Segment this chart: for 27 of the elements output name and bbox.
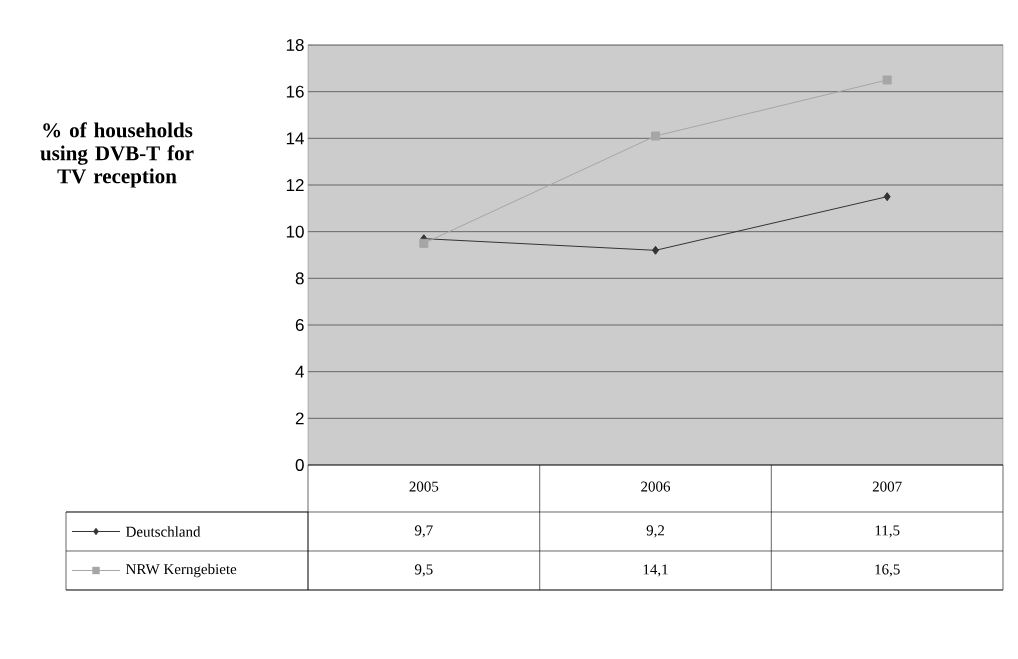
x-tick-label: 2007	[872, 481, 902, 492]
data-label: 11,5	[875, 525, 900, 538]
y-axis-title: % of households using DVB-T for TV reception	[40, 122, 194, 188]
data-label: 16,5	[875, 564, 900, 577]
point	[883, 192, 891, 202]
y-tick-label: 8	[295, 272, 304, 285]
point	[651, 131, 660, 141]
point	[652, 245, 659, 255]
data-label: 9,2	[646, 525, 665, 538]
legend-label: NRW Kerngebiete	[125, 563, 237, 578]
x-tick-label: 2005	[409, 481, 439, 492]
y-tick-label: 10	[286, 225, 304, 238]
data-label: 14,1	[643, 564, 668, 577]
data-label: 9,5	[414, 564, 433, 577]
y-tick-label: 12	[286, 179, 304, 191]
y-tick-label: 14	[286, 132, 304, 145]
y-tick-label: 2	[295, 412, 304, 425]
legend-label: Deutschland	[125, 526, 201, 537]
y-tick-label: 18	[286, 38, 304, 52]
y-tick-label: 16	[286, 85, 304, 98]
y-tick-label: 4	[295, 365, 304, 378]
data-label: 9,7	[414, 525, 433, 538]
x-tick-label: 2006	[641, 481, 671, 492]
y-tick-label: 0	[295, 458, 304, 472]
point	[882, 75, 892, 85]
y-tick-label: 6	[295, 318, 304, 332]
point	[419, 238, 429, 248]
